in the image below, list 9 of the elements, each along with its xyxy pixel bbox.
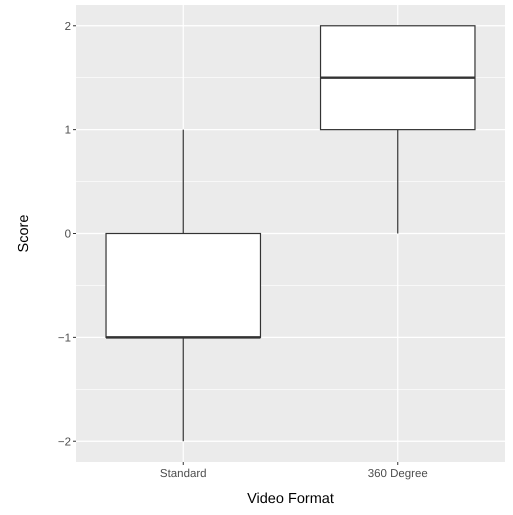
- x-tick-label: 360 Degree: [368, 468, 428, 480]
- y-tick-label: 0: [64, 228, 71, 241]
- x-axis-title: Video Format: [247, 491, 334, 507]
- y-tick-label: 1: [64, 124, 71, 137]
- y-tick-label: 2: [64, 20, 71, 33]
- y-tick-label: −2: [58, 436, 71, 448]
- x-tick-label: Standard: [160, 468, 207, 480]
- y-axis-title: Score: [16, 214, 32, 252]
- y-tick-label: −1: [58, 332, 71, 344]
